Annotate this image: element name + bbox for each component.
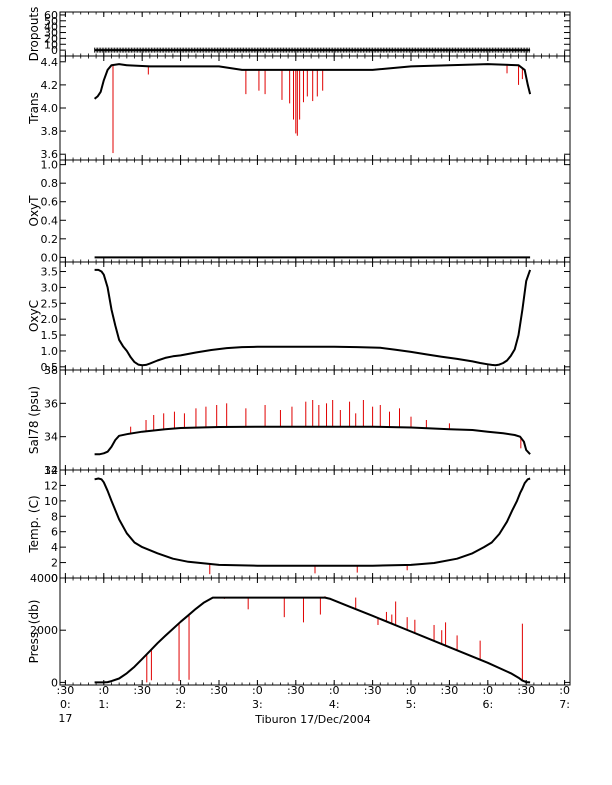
x-tick-label: :0 [98, 684, 109, 697]
y-tick-label: 6 [51, 526, 58, 539]
x-tick-label-hour: 7: [559, 698, 570, 711]
y-axis-label: Trans [27, 92, 41, 125]
y-tick-label: 0.0 [41, 251, 59, 264]
y-tick-label: 36 [44, 397, 58, 410]
y-tick-label: 4.4 [41, 56, 59, 69]
y-tick-label: 4.0 [41, 102, 59, 115]
panel-frame [59, 261, 571, 371]
x-tick-label: :30 [133, 684, 151, 697]
panel-plot [93, 63, 532, 154]
x-tick-label: :0 [175, 684, 186, 697]
panel-plot [94, 477, 531, 575]
panel-frame [59, 159, 571, 263]
panel-plot [94, 47, 531, 53]
series-line-temp [94, 477, 531, 567]
panel-oxyt: 0.0 0.2 0.4 0.6 0.8 1.0 OxyT [27, 159, 571, 264]
y-tick-label: 3.6 [41, 148, 59, 161]
panel-frame [59, 577, 571, 686]
y-tick-label: 3.5 [41, 266, 59, 279]
x-tick-label-hour: 1: [98, 698, 109, 711]
y-tick-label: 0 [51, 676, 58, 689]
x-tick-label: :0 [252, 684, 263, 697]
y-tick-label: 34 [44, 431, 58, 444]
panel-oxyc: 0.5 1.0 1.5 2.0 2.5 3.0 3.5 OxyC [27, 261, 571, 374]
series-line-sal78 [94, 425, 531, 456]
x-tick-label-hour: 2: [175, 698, 186, 711]
y-axis-label: Temp. (C) [27, 495, 41, 553]
y-tick-label: 40 [44, 21, 58, 34]
panel-plot [94, 268, 532, 367]
series-line-oxyc [94, 268, 532, 367]
x-tick-label: :0 [482, 684, 493, 697]
y-tick-label: 0 [51, 44, 58, 57]
panel-frame [59, 469, 571, 579]
y-tick-label: 2.0 [41, 313, 59, 326]
y-tick-label: 4.2 [41, 79, 59, 92]
y-tick-label: 30 [44, 27, 58, 40]
x-tick-label: :0 [406, 684, 417, 697]
y-tick-label: 12 [44, 479, 58, 492]
y-axis-label: Press. (db) [27, 600, 41, 664]
y-tick-label: 8 [51, 510, 58, 523]
y-tick-label: 60 [44, 9, 58, 22]
y-tick-label: 10 [44, 38, 58, 51]
x-tick-label: :30 [57, 684, 75, 697]
x-tick-label-hour: 4: [329, 698, 340, 711]
y-tick-label: 1.0 [41, 159, 59, 172]
y-tick-label: 10 [44, 495, 58, 508]
series-line-trans [93, 63, 532, 100]
y-tick-label: 0.4 [41, 214, 59, 227]
y-tick-label: 38 [44, 364, 58, 377]
y-axis-label: Sal78 (psu) [27, 386, 41, 454]
panel-frame [59, 55, 571, 161]
y-tick-label: 20 [44, 32, 58, 45]
x-tick-label-day: 17 [58, 712, 72, 725]
x-tick-label: :30 [364, 684, 382, 697]
y-tick-label: 50 [44, 15, 58, 28]
x-axis-caption: Tiburon 17/Dec/2004 [254, 713, 371, 726]
y-tick-label: 0.6 [41, 196, 59, 209]
y-axis-label: OxyC [27, 300, 41, 332]
x-tick-label-hour: 5: [406, 698, 417, 711]
y-tick-label: 4000 [30, 572, 58, 585]
x-tick-label: :0 [559, 684, 570, 697]
y-tick-label: 32 [44, 464, 58, 477]
panel-plot [94, 596, 531, 684]
panel-plot [94, 400, 531, 456]
x-tick-label-hour: 3: [252, 698, 263, 711]
y-tick-label: 3.8 [41, 125, 59, 138]
y-tick-label: 1.0 [41, 345, 59, 358]
x-tick-label: :0 [329, 684, 340, 697]
y-tick-label: 3.0 [41, 281, 59, 294]
x-tick-label: :30 [287, 684, 305, 697]
x-tick-label: :30 [210, 684, 228, 697]
y-tick-label: 2000 [30, 624, 58, 637]
y-tick-label: 0.5 [41, 361, 59, 374]
y-tick-label: 14 [44, 464, 58, 477]
y-tick-label: 2 [51, 557, 58, 570]
x-tick-label-hour: 0: [60, 698, 71, 711]
x-axis-labels: :300:17:01::30:02::30:03::30:04::30:05::… [57, 684, 570, 725]
panel-frame [59, 369, 571, 471]
x-tick-label: :30 [441, 684, 459, 697]
y-tick-label: 1.5 [41, 329, 59, 342]
panel-temp: 0 2 4 6 8 10 12 14 Temp. (C) [27, 464, 571, 585]
y-axis-label: OxyT [27, 195, 41, 227]
panels-layer: 0102030405060Dropouts3.63.84.04.24.4Tran… [27, 7, 571, 689]
panel-trans: 3.6 3.8 4.0 4.2 4.4 Trans [27, 55, 571, 161]
y-tick-label: 0.2 [41, 233, 59, 246]
y-tick-label: 0.8 [41, 177, 59, 190]
x-tick-label-hour: 6: [482, 698, 493, 711]
y-tick-label: 4 [51, 541, 58, 554]
series-line-press [94, 596, 531, 684]
x-tick-label: :30 [517, 684, 535, 697]
y-axis-label: Dropouts [27, 7, 41, 62]
panel-press: 0 2000 4000 Press. (db) [27, 572, 571, 689]
y-tick-label: 0 [51, 572, 58, 585]
y-tick-label: 2.5 [41, 297, 59, 310]
